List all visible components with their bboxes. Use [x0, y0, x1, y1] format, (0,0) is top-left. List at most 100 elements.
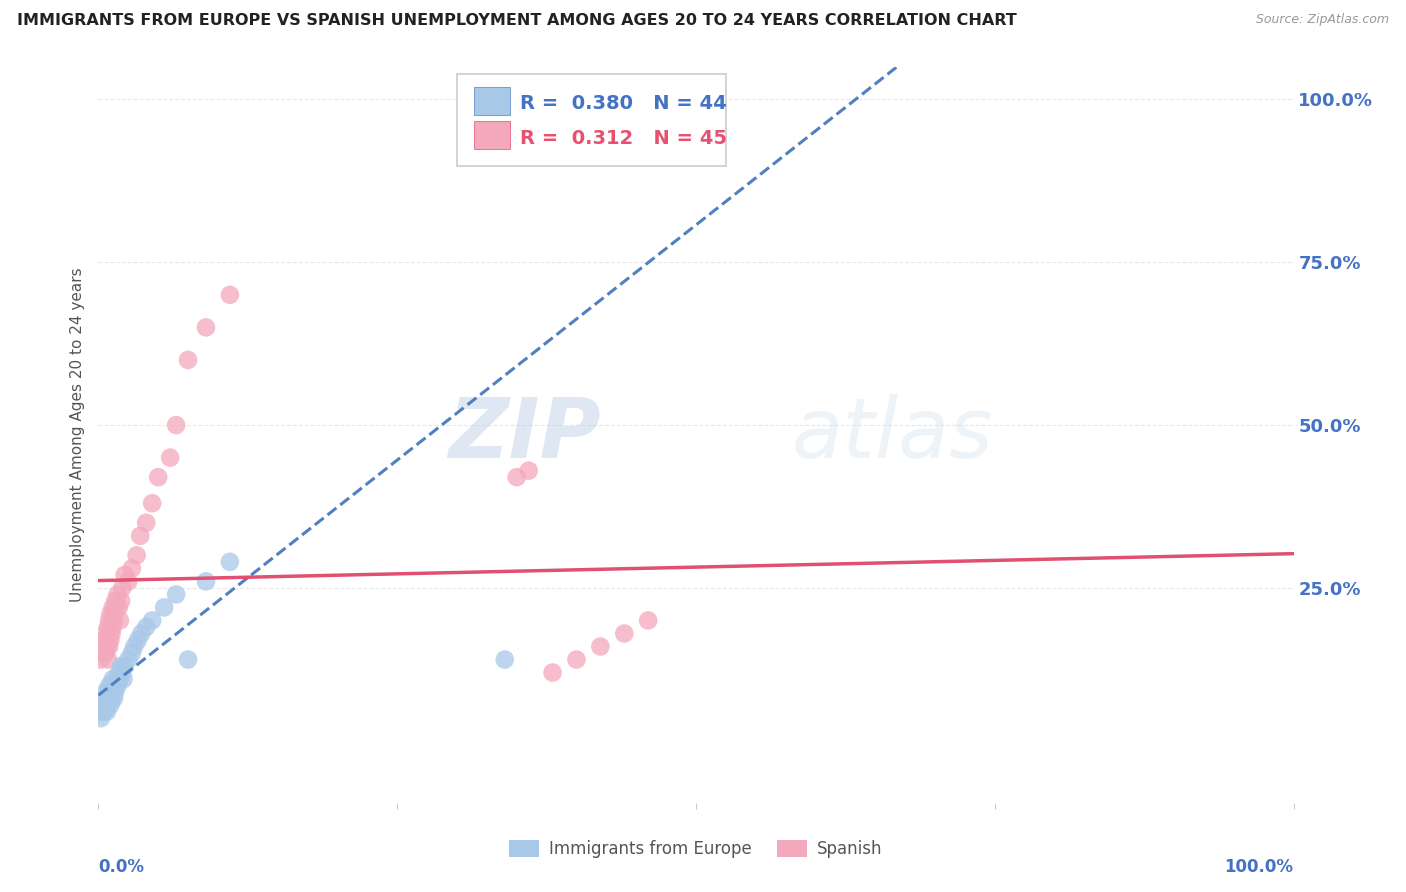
Point [104, 685, 127, 699]
Point [613, 626, 636, 640]
Point [103, 691, 125, 706]
Point [100, 626, 122, 640]
Point [153, 600, 176, 615]
Point [101, 672, 124, 686]
Point [165, 587, 187, 601]
Point [96, 705, 118, 719]
Point [565, 652, 588, 666]
Point [96, 640, 118, 654]
Point [97, 685, 120, 699]
Point [103, 607, 125, 621]
FancyBboxPatch shape [457, 74, 725, 166]
Point [91, 705, 114, 719]
Text: R =  0.312   N = 45: R = 0.312 N = 45 [520, 128, 727, 148]
FancyBboxPatch shape [474, 121, 509, 149]
Point [107, 665, 129, 680]
Point [104, 594, 127, 608]
Point [110, 594, 132, 608]
Point [141, 496, 163, 510]
Point [100, 679, 122, 693]
Point [135, 620, 157, 634]
Point [97, 620, 120, 634]
Point [111, 665, 134, 680]
Point [159, 450, 181, 465]
Text: 100.0%: 100.0% [1225, 858, 1294, 876]
Point [541, 665, 564, 680]
Point [101, 600, 124, 615]
Point [108, 672, 131, 686]
Point [506, 119, 529, 133]
Point [91, 698, 114, 712]
Point [517, 464, 540, 478]
Y-axis label: Unemployment Among Ages 20 to 24 years: Unemployment Among Ages 20 to 24 years [69, 268, 84, 602]
Point [177, 353, 200, 368]
Point [98, 679, 121, 693]
Point [129, 529, 152, 543]
Point [589, 640, 612, 654]
Point [107, 600, 129, 615]
Point [98, 698, 122, 712]
Point [114, 659, 136, 673]
Text: ZIP: ZIP [447, 394, 600, 475]
Point [98, 607, 122, 621]
Point [93, 691, 115, 706]
Point [148, 470, 170, 484]
Point [101, 685, 124, 699]
Point [98, 614, 121, 628]
Point [195, 320, 218, 334]
Point [97, 698, 120, 712]
Point [219, 555, 242, 569]
Point [141, 614, 163, 628]
Point [98, 640, 121, 654]
Point [94, 698, 117, 712]
Point [105, 600, 128, 615]
Point [112, 672, 135, 686]
Point [108, 614, 131, 628]
Point [125, 549, 148, 563]
Point [93, 705, 115, 719]
Point [101, 620, 124, 634]
Point [98, 691, 121, 706]
Legend: Immigrants from Europe, Spanish: Immigrants from Europe, Spanish [503, 833, 889, 864]
Point [90, 652, 112, 666]
Point [103, 679, 125, 693]
Point [219, 288, 242, 302]
Point [91, 640, 114, 654]
Point [98, 685, 122, 699]
Point [94, 646, 117, 660]
Point [91, 646, 114, 660]
Point [98, 632, 122, 647]
Point [103, 614, 125, 628]
Point [107, 587, 129, 601]
Point [111, 581, 134, 595]
Point [107, 679, 129, 693]
Point [94, 685, 117, 699]
Point [165, 418, 187, 433]
Point [135, 516, 157, 530]
Point [117, 652, 139, 666]
Point [93, 632, 115, 647]
Point [94, 626, 117, 640]
Point [117, 574, 139, 589]
Point [124, 640, 146, 654]
Point [494, 652, 516, 666]
Point [121, 646, 143, 660]
Point [90, 711, 112, 725]
Text: Source: ZipAtlas.com: Source: ZipAtlas.com [1256, 13, 1389, 27]
Text: IMMIGRANTS FROM EUROPE VS SPANISH UNEMPLOYMENT AMONG AGES 20 TO 24 YEARS CORRELA: IMMIGRANTS FROM EUROPE VS SPANISH UNEMPL… [17, 13, 1017, 29]
Point [127, 632, 149, 647]
Point [195, 574, 218, 589]
Point [131, 626, 153, 640]
Point [637, 614, 659, 628]
Text: R =  0.380   N = 44: R = 0.380 N = 44 [520, 95, 727, 113]
Point [105, 672, 128, 686]
Point [114, 567, 136, 582]
Point [506, 470, 529, 484]
Point [110, 659, 132, 673]
Point [121, 561, 143, 575]
Point [97, 652, 120, 666]
Point [177, 652, 200, 666]
FancyBboxPatch shape [474, 87, 509, 115]
Text: atlas: atlas [792, 394, 993, 475]
Point [96, 691, 118, 706]
